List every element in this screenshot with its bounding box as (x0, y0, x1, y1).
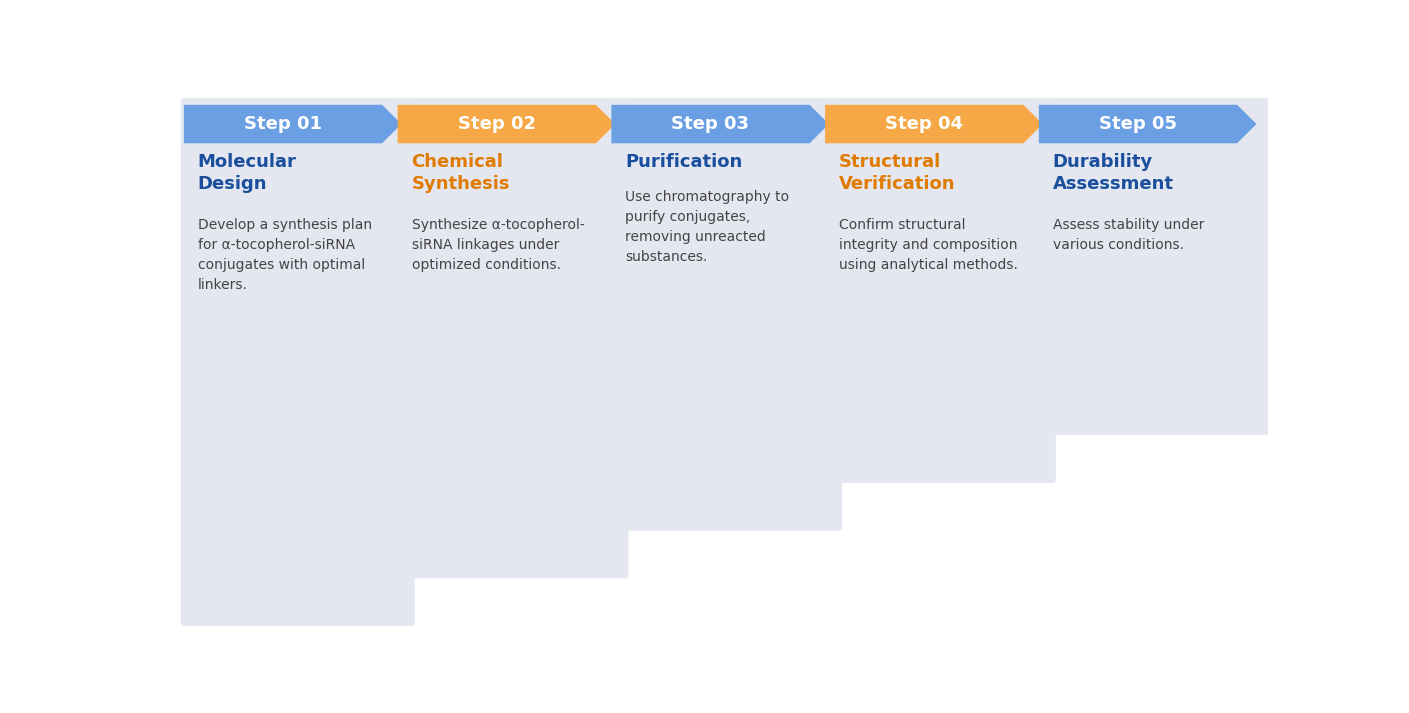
Text: Synthesize α-tocopherol-
siRNA linkages under
optimized conditions.: Synthesize α-tocopherol- siRNA linkages … (411, 218, 585, 272)
FancyBboxPatch shape (821, 98, 1055, 483)
Text: Step 04: Step 04 (885, 115, 964, 133)
Text: Assess stability under
various conditions.: Assess stability under various condition… (1053, 218, 1205, 252)
Text: Step 02: Step 02 (458, 115, 535, 133)
Text: Step 05: Step 05 (1099, 115, 1177, 133)
FancyBboxPatch shape (609, 98, 843, 530)
Text: Molecular
Design: Molecular Design (197, 153, 297, 193)
Text: Step 01: Step 01 (244, 115, 323, 133)
Polygon shape (826, 105, 1043, 143)
FancyBboxPatch shape (395, 98, 628, 578)
Polygon shape (612, 105, 828, 143)
Text: Step 03: Step 03 (672, 115, 750, 133)
Text: Develop a synthesis plan
for α-tocopherol-siRNA
conjugates with optimal
linkers.: Develop a synthesis plan for α-tocophero… (197, 218, 372, 292)
Polygon shape (397, 105, 616, 143)
Polygon shape (185, 105, 402, 143)
Text: Purification: Purification (626, 153, 743, 171)
Text: Use chromatography to
purify conjugates,
removing unreacted
substances.: Use chromatography to purify conjugates,… (626, 190, 789, 264)
FancyBboxPatch shape (1036, 98, 1270, 435)
FancyBboxPatch shape (180, 98, 414, 626)
Polygon shape (1038, 105, 1257, 143)
Text: Durability
Assessment: Durability Assessment (1053, 153, 1174, 193)
Text: Chemical
Synthesis: Chemical Synthesis (411, 153, 510, 193)
Text: Confirm structural
integrity and composition
using analytical methods.: Confirm structural integrity and composi… (840, 218, 1017, 272)
Text: Structural
Verification: Structural Verification (840, 153, 955, 193)
